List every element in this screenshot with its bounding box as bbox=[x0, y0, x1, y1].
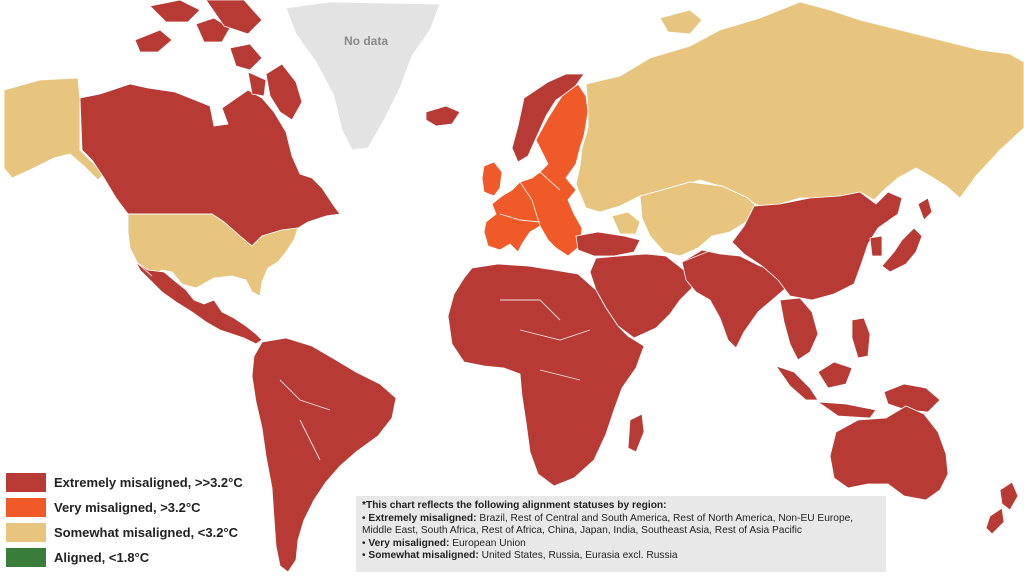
legend-item-somewhat: Somewhat misaligned, <3.2°C bbox=[6, 520, 243, 545]
country-border bbox=[253, 341, 263, 357]
region-southeast-asia-4 bbox=[816, 401, 877, 419]
region-australia bbox=[829, 405, 949, 501]
region-turkey bbox=[575, 231, 641, 257]
legend-swatch-somewhat bbox=[6, 523, 46, 542]
country-border bbox=[500, 299, 561, 321]
region-iceland bbox=[425, 105, 461, 127]
country-border bbox=[539, 171, 561, 191]
region-note: *This chart reflects the following align… bbox=[356, 496, 886, 572]
legend-swatch-very bbox=[6, 498, 46, 517]
region-canada-2 bbox=[149, 0, 201, 23]
region-southeast-asia-1 bbox=[774, 365, 819, 401]
region-canada-5 bbox=[229, 43, 263, 71]
legend: Extremely misaligned, >>3.2°C Very misal… bbox=[6, 470, 243, 570]
country-border bbox=[595, 255, 615, 259]
no-data-label: No data bbox=[344, 34, 389, 48]
legend-item-extremely: Extremely misaligned, >>3.2°C bbox=[6, 470, 243, 495]
region-european-union-1 bbox=[481, 161, 503, 197]
country-border bbox=[279, 379, 331, 411]
country-border bbox=[299, 419, 321, 461]
region-canada-7 bbox=[247, 71, 267, 97]
region-mexico-central-america bbox=[134, 260, 263, 345]
legend-label-very: Very misaligned, >3.2°C bbox=[54, 500, 201, 515]
country-border bbox=[135, 261, 153, 277]
legend-item-very: Very misaligned, >3.2°C bbox=[6, 495, 243, 520]
country-border bbox=[681, 241, 733, 263]
region-canada-3 bbox=[195, 17, 231, 43]
region-southeast-asia-5 bbox=[883, 383, 941, 413]
region-russia bbox=[575, 1, 1024, 213]
region-southeast-asia-2 bbox=[817, 361, 853, 389]
note-value-extremely: Brazil, Rest of Central and South Americ… bbox=[362, 512, 854, 537]
region-china-mongolia bbox=[731, 191, 903, 301]
region-canada-6 bbox=[265, 63, 303, 121]
region-southeast-asia bbox=[779, 297, 819, 361]
country-border bbox=[499, 213, 541, 223]
country-border bbox=[639, 181, 749, 199]
region-caucasus bbox=[611, 211, 641, 235]
country-border bbox=[575, 83, 589, 209]
legend-item-aligned: Aligned, <1.8°C bbox=[6, 545, 243, 570]
country-border bbox=[519, 329, 591, 341]
legend-label-aligned: Aligned, <1.8°C bbox=[54, 550, 150, 565]
note-title: *This chart reflects the following align… bbox=[362, 500, 667, 511]
country-border bbox=[539, 369, 581, 381]
region-new-zealand bbox=[999, 481, 1019, 511]
region-norway bbox=[511, 73, 585, 163]
region-madagascar bbox=[627, 413, 645, 453]
region-south-america bbox=[251, 337, 397, 573]
note-row-very: • Very misaligned: European Union bbox=[362, 537, 526, 549]
region-canada-4 bbox=[205, 0, 263, 35]
legend-label-somewhat: Somewhat misaligned, <3.2°C bbox=[54, 525, 239, 540]
region-european-union bbox=[483, 83, 589, 257]
note-row-somewhat: • Somewhat misaligned: United States, Ru… bbox=[362, 550, 678, 562]
region-greenland bbox=[285, 1, 441, 151]
region-africa bbox=[447, 263, 645, 487]
note-value-somewhat: United States, Russia, Eurasia excl. Rus… bbox=[481, 550, 678, 562]
country-border bbox=[519, 181, 541, 227]
region-new-zealand-1 bbox=[985, 507, 1005, 535]
note-row-extremely: • Extremely misaligned: Brazil, Rest of … bbox=[362, 512, 854, 537]
note-key-very: Very misaligned: bbox=[368, 537, 450, 549]
region-russia-1 bbox=[659, 9, 703, 35]
region-japan-korea bbox=[881, 227, 923, 273]
legend-swatch-extremely bbox=[6, 473, 46, 492]
country-border bbox=[731, 205, 755, 243]
note-key-somewhat: Somewhat misaligned: bbox=[368, 550, 479, 562]
legend-swatch-aligned bbox=[6, 548, 46, 567]
note-value-very: European Union bbox=[452, 537, 526, 549]
region-japan-korea-1 bbox=[917, 197, 933, 221]
region-southeast-asia-3 bbox=[851, 317, 871, 359]
region-south-asia bbox=[681, 249, 787, 349]
region-canada-1 bbox=[134, 29, 173, 53]
region-alaska bbox=[3, 77, 105, 181]
legend-label-extremely: Extremely misaligned, >>3.2°C bbox=[54, 475, 243, 490]
note-key-extremely: Extremely misaligned: bbox=[368, 512, 477, 524]
region-japan-korea-2 bbox=[869, 235, 883, 257]
